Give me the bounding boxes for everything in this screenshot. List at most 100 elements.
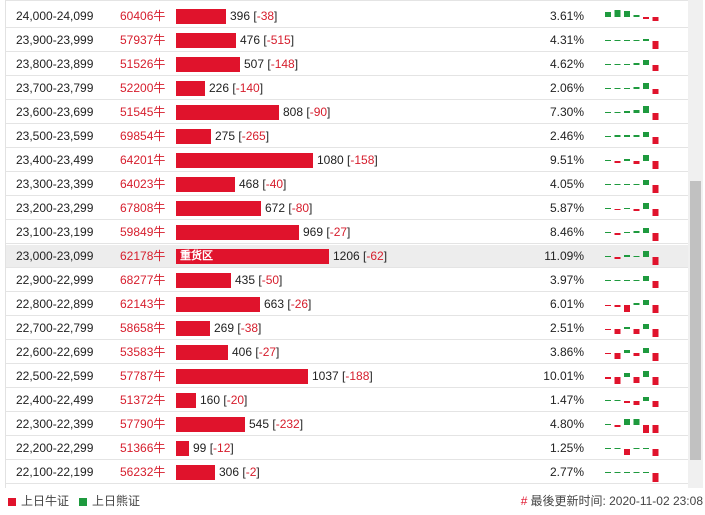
sparkline-bar [605, 40, 611, 41]
percentage: 8.46% [549, 225, 584, 239]
price-range: 22,400-22,499 [16, 393, 94, 407]
table-row[interactable]: 22,400-22,499 51372牛 160 [-20] 1.47% [6, 389, 689, 412]
percentage: 5.87% [549, 201, 584, 215]
table-row[interactable]: 22,600-22,699 53583牛 406 [-27] 3.86% [6, 341, 689, 364]
bar-value-change: -80 [291, 201, 310, 215]
trend-sparkline [605, 472, 659, 482]
table-row[interactable]: 23,200-23,299 67808牛 672 [-80] 5.87% [6, 197, 689, 220]
sparkline-bar [633, 110, 640, 113]
table-row[interactable]: 23,000-23,099 62178牛 重货区 1206 [-62] 11.09% [6, 245, 689, 268]
sparkline-bar [614, 233, 621, 235]
hash-icon: # [520, 494, 528, 508]
volume-bar [176, 9, 226, 24]
contract-quantity: 51526牛 [120, 57, 166, 71]
sparkline-bar [605, 184, 611, 185]
bar-value-change: -20 [226, 393, 245, 407]
sparkline-bar [614, 10, 621, 17]
sparkline-bar [624, 208, 630, 209]
trend-sparkline [605, 83, 659, 94]
sparkline-bar [624, 159, 630, 161]
sparkline-bar [614, 448, 621, 449]
price-range: 23,000-23,099 [16, 249, 94, 263]
table-row[interactable]: 22,100-22,199 56232牛 306 [-2] 2.77% [6, 461, 689, 484]
table-row[interactable]: 24,000-24,099 60406牛 396 [-38] 3.61% [6, 5, 689, 28]
price-range: 22,200-22,299 [16, 441, 94, 455]
bar-value: 275 [-265] [215, 129, 270, 143]
sparkline-bar [614, 400, 621, 401]
bar-value-change: -188 [345, 369, 370, 383]
sparkline-bar [633, 87, 640, 89]
contract-quantity: 62178牛 [120, 249, 166, 263]
sparkline-bar [624, 327, 630, 329]
table-row[interactable]: 22,500-22,599 57787牛 1037 [-188] 10.01% [6, 365, 689, 388]
table-row[interactable]: 23,300-23,399 64023牛 468 [-40] 4.05% [6, 173, 689, 196]
sparkline-bar [614, 472, 621, 473]
trend-sparkline [605, 419, 659, 433]
bar-value: 507 [-148] [244, 57, 299, 71]
legend-bull-label: 上日牛证 [21, 494, 70, 508]
price-range: 23,800-23,899 [16, 57, 94, 71]
sparkline-bar [614, 329, 621, 334]
table-row[interactable]: 23,700-23,799 52200牛 226 [-140] 2.06% [6, 77, 689, 100]
trend-sparkline [605, 324, 659, 337]
table-row[interactable]: 23,800-23,899 51526牛 507 [-148] 4.62% [6, 53, 689, 76]
contract-quantity: 57790牛 [120, 417, 166, 431]
percentage: 2.46% [549, 129, 584, 143]
sparkline-bar [624, 449, 630, 455]
trend-sparkline [605, 371, 659, 385]
table-row[interactable]: 23,900-23,999 57937牛 476 [-515] 4.31% [6, 29, 689, 52]
sparkline-bar [652, 257, 659, 265]
sparkline-bar [624, 135, 630, 137]
volume-bar [176, 465, 215, 480]
volume-bar [176, 129, 211, 144]
contract-quantity: 64023牛 [120, 177, 166, 191]
trend-sparkline [605, 203, 659, 216]
sparkline-bar [624, 401, 630, 403]
scrollbar-thumb[interactable] [690, 181, 701, 460]
table-row[interactable]: 23,100-23,199 59849牛 969 [-27] 8.46% [6, 221, 689, 244]
table-row[interactable]: 23,400-23,499 64201牛 1080 [-158] 9.51% [6, 149, 689, 172]
price-range: 22,300-22,399 [16, 417, 94, 431]
bar-value-number: 160 [200, 393, 221, 407]
last-update: # 最後更新时间: 2020-11-02 23:08 [521, 488, 703, 515]
bar-value-number: 663 [264, 297, 285, 311]
price-range: 22,100-22,199 [16, 465, 94, 479]
bar-value-change: -38 [256, 9, 275, 23]
sparkline-bar [614, 184, 621, 185]
sparkline-bar [652, 113, 659, 120]
sparkline-bar [652, 89, 659, 94]
sparkline-bar [652, 233, 659, 241]
bar-value: 545 [-232] [249, 417, 304, 431]
table-row[interactable]: 23,500-23,599 69854牛 275 [-265] 2.46% [6, 125, 689, 148]
bar-value: 808 [-90] [283, 105, 331, 119]
sparkline-bar [652, 305, 659, 313]
bar-value-change: -50 [261, 273, 280, 287]
sparkline-bar [614, 305, 621, 307]
table-row[interactable]: 22,700-22,799 58658牛 269 [-38] 2.51% [6, 317, 689, 340]
contract-quantity: 60406牛 [120, 9, 166, 23]
bar-value-number: 545 [249, 417, 270, 431]
percentage: 11.09% [544, 249, 584, 263]
table-row[interactable]: 22,900-22,999 68277牛 435 [-50] 3.97% [6, 269, 689, 292]
bar-value-change: -38 [240, 321, 259, 335]
table-row[interactable]: 23,600-23,699 51545牛 808 [-90] 7.30% [6, 101, 689, 124]
trend-sparkline [605, 348, 659, 361]
volume-bar: 重货区 [176, 249, 329, 264]
sparkline-bar [614, 88, 621, 89]
distribution-table[interactable]: 24,000-24,099 60406牛 396 [-38] 3.61% 23,900-… [5, 0, 689, 488]
sparkline-bar [643, 106, 649, 113]
sparkline-bar [633, 353, 640, 356]
sparkline-bar [614, 161, 621, 163]
table-row[interactable]: 22,800-22,899 62143牛 663 [-26] 6.01% [6, 293, 689, 316]
bar-value-change: -12 [213, 441, 231, 455]
sparkline-bar [605, 329, 611, 330]
price-range: 23,400-23,499 [16, 153, 94, 167]
table-row[interactable]: 22,200-22,299 51366牛 99 [-12] 1.25% [6, 437, 689, 460]
price-range: 23,100-23,199 [16, 225, 94, 239]
bar-value-number: 672 [265, 201, 286, 215]
sparkline-bar [652, 137, 659, 144]
table-row[interactable]: 22,300-22,399 57790牛 545 [-232] 4.80% [6, 413, 689, 436]
sparkline-bar [633, 40, 640, 41]
legend-bear-label: 上日熊证 [92, 494, 141, 508]
sparkline-bar [614, 353, 621, 359]
